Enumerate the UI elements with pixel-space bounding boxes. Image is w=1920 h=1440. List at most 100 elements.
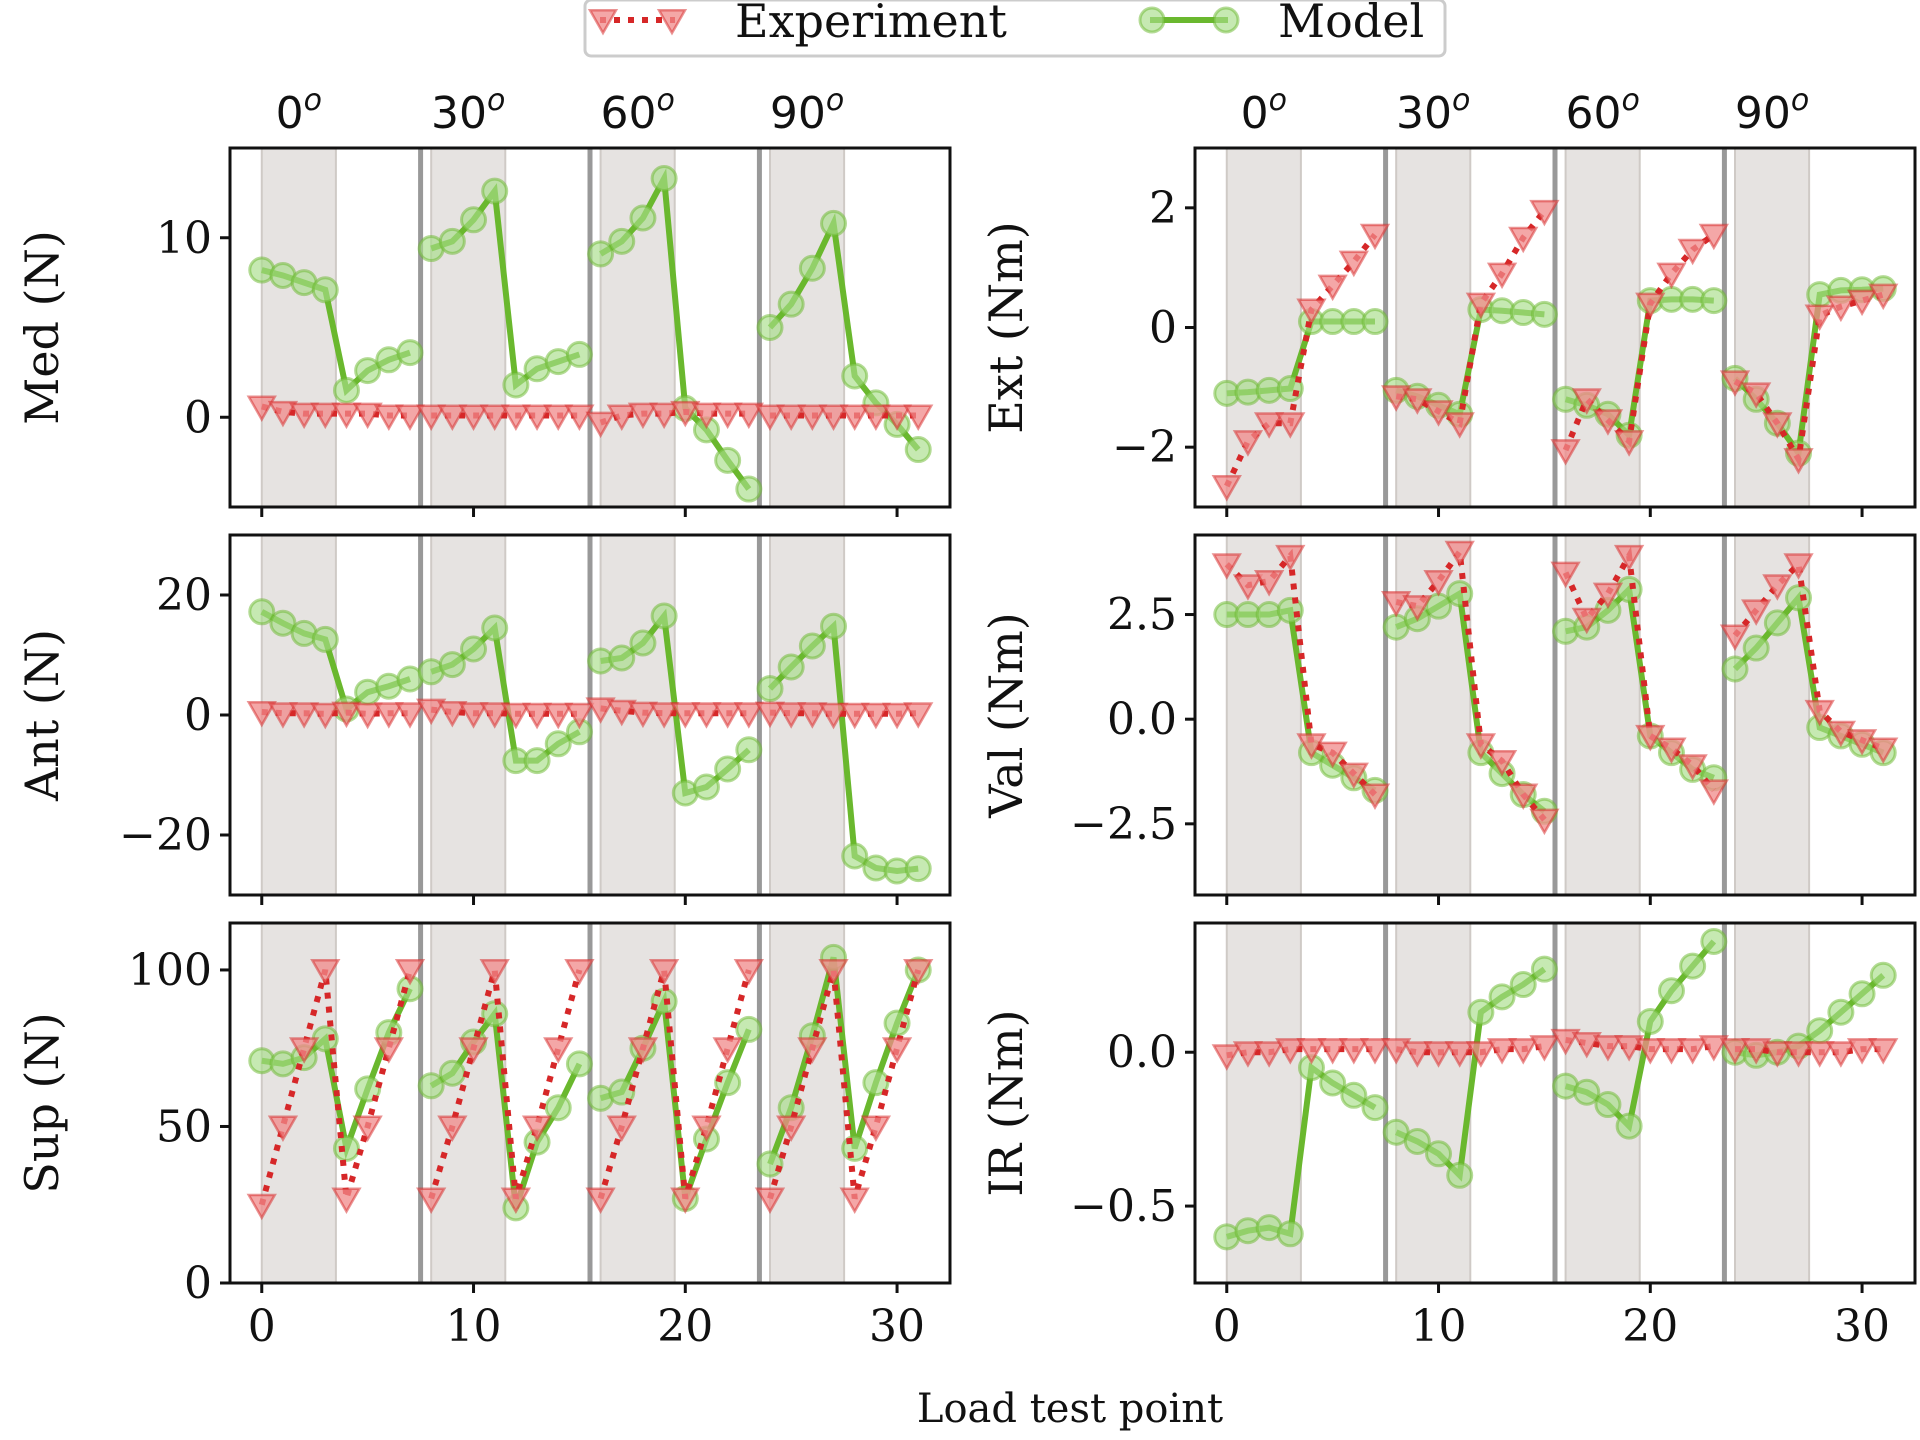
- shaded-region: [1395, 922, 1472, 1284]
- panel-ant: −20 0 20 Ant (N): [15, 533, 952, 905]
- experiment-point: [1444, 412, 1475, 439]
- model-point: [1848, 980, 1876, 1008]
- model-point: [481, 177, 509, 205]
- experiment-point: [1656, 737, 1687, 765]
- experiment-point: [1846, 729, 1878, 756]
- model-point: [587, 240, 615, 268]
- experiment-line: [1395, 1043, 1545, 1056]
- model-point: [1700, 927, 1728, 955]
- experiment-point: [1656, 1038, 1687, 1065]
- shaded-region: [1734, 922, 1811, 1284]
- model-point: [650, 165, 678, 193]
- experiment-point: [1381, 590, 1412, 618]
- experiment-point: [860, 404, 892, 431]
- experiment-point: [1825, 295, 1857, 323]
- experiment-point: [288, 1037, 320, 1064]
- panel-ir: −0.5 0.0 0 10 20 30 IR (Nm): [979, 921, 1917, 1352]
- y-tick-label: 0: [184, 392, 212, 443]
- experiment-point: [1804, 1041, 1835, 1068]
- experiment-point: [1635, 1038, 1666, 1065]
- experiment-point: [670, 702, 701, 729]
- experiment-point: [1338, 762, 1369, 790]
- x-tick-label: 10: [1411, 1301, 1467, 1352]
- experiment-point: [1381, 1038, 1412, 1065]
- model-point: [248, 598, 276, 626]
- experiment-point: [1529, 199, 1560, 227]
- experiment-point: [1465, 1041, 1497, 1068]
- experiment-point: [543, 404, 574, 431]
- experiment-point: [1868, 283, 1899, 311]
- model-point: [883, 1009, 911, 1037]
- experiment-point: [776, 404, 807, 431]
- y-tick-label: 50: [156, 1101, 212, 1152]
- experiment-point: [1444, 1041, 1475, 1068]
- experiment-point: [1592, 1035, 1624, 1062]
- angle-label: 30o: [431, 83, 505, 139]
- experiment-point: [267, 1115, 299, 1142]
- experiment-point: [246, 395, 277, 422]
- experiment-point: [1317, 274, 1348, 302]
- experiment-point: [458, 702, 489, 729]
- model-point: [1276, 596, 1304, 624]
- experiment-point: [1381, 385, 1412, 412]
- experiment-line: [261, 709, 410, 717]
- experiment-point: [1296, 298, 1327, 326]
- experiment-point: [288, 702, 320, 729]
- legend-experiment-marker: [587, 9, 619, 36]
- experiment-point: [1698, 779, 1729, 806]
- experiment-point: [776, 702, 807, 729]
- experiment-point: [1402, 1041, 1433, 1068]
- model-point: [820, 209, 848, 237]
- experiment-point: [352, 1115, 383, 1142]
- y-axis-label: Val (Nm): [979, 612, 1033, 819]
- experiment-point: [691, 402, 722, 430]
- experiment-point: [479, 958, 510, 986]
- model-point: [904, 436, 932, 464]
- experiment-point: [1296, 733, 1327, 760]
- experiment-point: [1253, 570, 1285, 597]
- experiment-point: [564, 404, 595, 431]
- y-tick-label: 10: [156, 213, 212, 264]
- experiment-point: [1762, 1041, 1793, 1068]
- experiment-point: [500, 1187, 532, 1214]
- model-point: [332, 376, 360, 404]
- model-point: [269, 609, 297, 637]
- angle-label: 30o: [1396, 83, 1470, 139]
- angle-label: 0o: [1241, 83, 1287, 139]
- experiment-point: [543, 1037, 574, 1064]
- model-point: [438, 227, 466, 255]
- angle-label: 60o: [600, 83, 674, 139]
- model-point: [756, 675, 784, 703]
- experiment-point: [797, 404, 828, 431]
- experiment-point: [1232, 574, 1264, 601]
- model-point: [714, 755, 742, 783]
- experiment-point: [267, 702, 299, 729]
- model-point: [1403, 1127, 1431, 1155]
- model-point: [777, 290, 805, 318]
- experiment-point: [1232, 1041, 1264, 1068]
- experiment-point: [1317, 1038, 1348, 1065]
- experiment-point: [1677, 754, 1708, 781]
- experiment-point: [416, 1187, 447, 1214]
- model-point: [396, 339, 424, 367]
- experiment-point: [1719, 1038, 1751, 1065]
- experiment-line: [599, 408, 749, 426]
- panel-val: −2.5 0.0 2.5 Val (Nm): [979, 533, 1917, 905]
- experiment-point: [648, 702, 680, 729]
- experiment-point: [1508, 226, 1539, 254]
- legend-model-marker: [1138, 6, 1166, 34]
- experiment-point: [606, 699, 637, 727]
- angle-labels: 0o 30o 60o 90o 0o 30o 60o 90o: [276, 83, 1810, 139]
- experiment-point: [1253, 412, 1285, 439]
- experiment-line: [261, 403, 410, 419]
- angle-label: 0o: [276, 83, 322, 139]
- model-point: [714, 446, 742, 474]
- experiment-point: [585, 697, 616, 724]
- model-point: [1425, 1140, 1453, 1168]
- x-tick-label: 20: [657, 1301, 713, 1352]
- experiment-point: [1232, 430, 1264, 457]
- model-point: [820, 612, 848, 640]
- model-point: [332, 1134, 360, 1162]
- experiment-point: [564, 958, 595, 986]
- experiment-point: [627, 402, 659, 430]
